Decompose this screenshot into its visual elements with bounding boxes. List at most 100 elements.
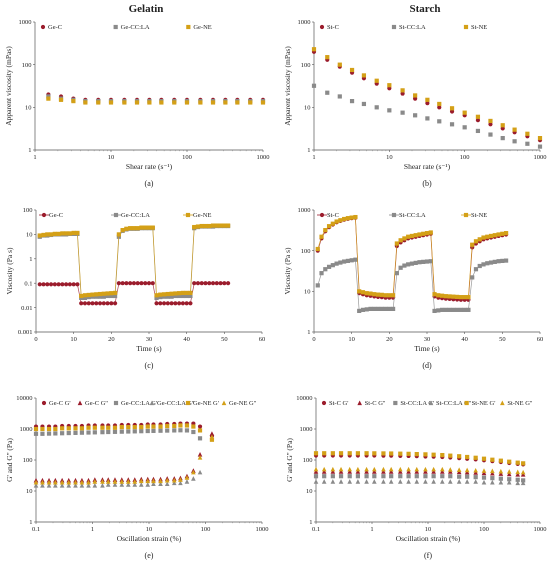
legend-marker	[185, 212, 191, 218]
data-point	[325, 90, 330, 95]
data-point	[79, 426, 85, 431]
data-point	[79, 293, 84, 299]
series-line	[39, 282, 229, 304]
x-tick-label: 30	[146, 336, 153, 343]
y-tick-label: 1000	[19, 19, 32, 26]
data-point	[512, 127, 517, 132]
data-point	[473, 267, 479, 272]
data-point	[188, 301, 193, 306]
x-tick-label: 1	[312, 154, 315, 161]
data-point	[455, 294, 460, 299]
data-point	[158, 428, 163, 433]
data-point	[164, 477, 170, 483]
data-point	[214, 223, 219, 228]
data-point	[425, 101, 430, 106]
data-point	[498, 479, 504, 485]
data-point	[485, 234, 490, 239]
data-point	[537, 136, 543, 141]
data-point	[515, 477, 520, 482]
panel-label: (d)	[422, 361, 432, 370]
data-point	[319, 234, 324, 239]
header-starch: Starch	[410, 3, 441, 15]
data-point	[349, 258, 354, 263]
data-point	[464, 467, 470, 473]
legend-entry: St-C	[319, 24, 339, 31]
data-point	[71, 282, 76, 287]
data-point	[105, 479, 111, 484]
data-point	[165, 301, 170, 306]
data-point	[82, 295, 88, 300]
data-point	[46, 96, 51, 101]
data-point	[86, 301, 91, 306]
data-point	[515, 480, 521, 486]
y-axis-label: Apparent viscosity (mPas)	[283, 46, 292, 126]
data-point	[207, 281, 212, 286]
data-point	[66, 479, 72, 485]
data-point	[361, 101, 367, 107]
data-point	[357, 289, 362, 294]
data-point	[143, 225, 148, 230]
legend-marker	[464, 400, 469, 406]
data-point	[424, 259, 430, 264]
data-point	[105, 293, 110, 299]
series-line	[317, 217, 507, 301]
data-point	[177, 291, 182, 296]
data-point	[126, 429, 131, 434]
data-point	[150, 281, 155, 286]
data-point	[439, 293, 445, 298]
data-point	[184, 428, 190, 433]
data-point	[406, 479, 411, 484]
y-tick-label: 100	[23, 457, 33, 464]
data-point	[178, 480, 183, 486]
data-point	[520, 469, 526, 475]
data-point	[119, 429, 124, 434]
data-point	[125, 479, 131, 484]
data-point	[184, 475, 190, 480]
data-point	[462, 110, 467, 115]
data-point	[525, 131, 530, 136]
data-point	[120, 228, 125, 233]
data-point	[449, 109, 455, 114]
legend-marker	[357, 400, 362, 406]
data-point	[506, 471, 512, 477]
data-point	[436, 293, 441, 298]
data-point	[150, 225, 155, 230]
series-ge-ne-g-	[33, 423, 215, 442]
data-point	[313, 451, 319, 456]
legend-label: St-C	[327, 24, 339, 31]
data-point	[345, 216, 350, 221]
series-st-ne	[315, 214, 509, 300]
data-point	[147, 100, 152, 105]
data-point	[481, 262, 486, 267]
x-tick-label: 20	[108, 336, 115, 343]
data-point	[146, 281, 152, 286]
series-ge-c-g-	[33, 431, 215, 483]
data-point	[498, 476, 503, 481]
legend-marker	[391, 24, 397, 30]
legend-entry: St-CC:LA	[391, 24, 426, 31]
data-point	[506, 479, 512, 485]
legend-label: Ge-C G'	[49, 400, 71, 407]
data-point	[383, 306, 388, 311]
data-point	[414, 451, 419, 457]
data-point	[374, 78, 379, 83]
data-point	[191, 429, 196, 435]
data-point	[154, 293, 159, 298]
data-point	[355, 466, 361, 472]
data-point	[481, 456, 487, 461]
legend-marker	[41, 212, 47, 218]
y-tick-label: 10000	[296, 395, 312, 402]
data-point	[364, 451, 369, 456]
x-axis-label: Oscillation strain (%)	[396, 534, 461, 543]
data-point	[338, 260, 343, 265]
series-st-ne-g-	[313, 466, 526, 475]
x-tick-label: 1000	[534, 154, 547, 161]
x-tick-label: 100	[479, 526, 489, 533]
data-point	[53, 483, 58, 488]
data-point	[431, 469, 436, 474]
data-point	[60, 231, 65, 236]
data-point	[124, 281, 129, 286]
data-point	[209, 431, 215, 436]
legend-entry: St-NE	[463, 24, 487, 31]
